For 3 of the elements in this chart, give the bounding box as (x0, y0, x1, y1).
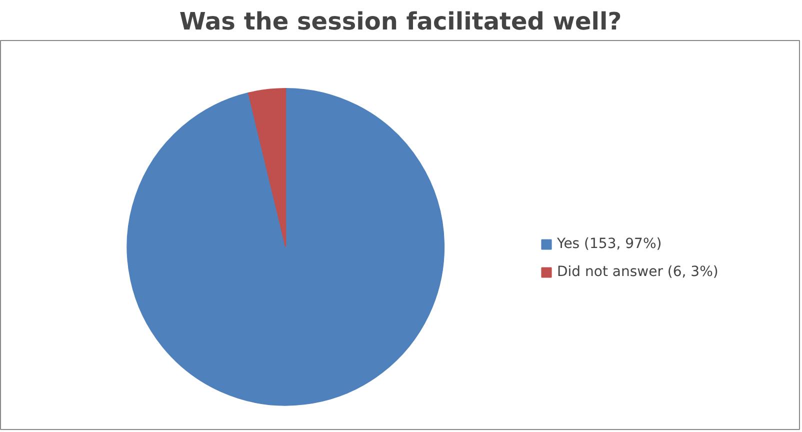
legend-label: Did not answer (6, 3%) (557, 264, 718, 280)
legend-label: Yes (153, 97%) (557, 236, 662, 252)
chart-title: Was the session facilitated well? (179, 8, 622, 36)
